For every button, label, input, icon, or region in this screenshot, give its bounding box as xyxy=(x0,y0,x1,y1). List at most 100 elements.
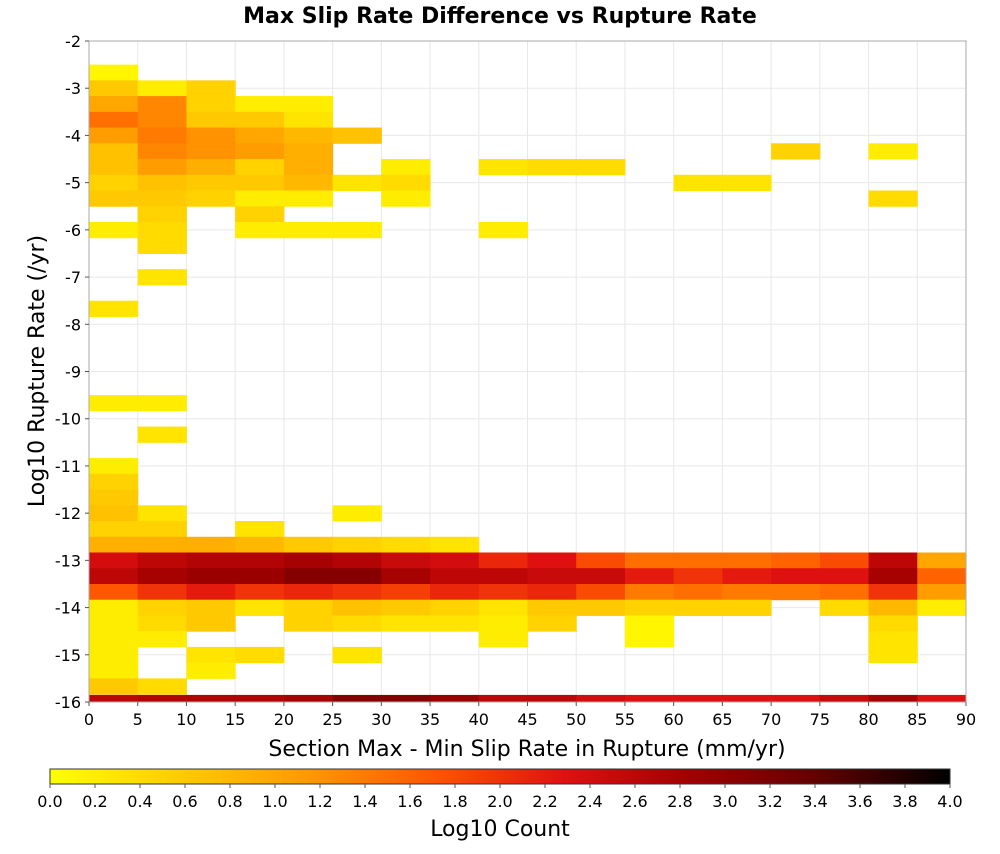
heatmap-cell xyxy=(137,395,187,412)
heatmap-cell xyxy=(673,552,723,569)
heatmap-cell xyxy=(819,599,870,616)
heatmap-cell-band xyxy=(283,694,334,702)
y-tick-label: -9 xyxy=(65,363,81,382)
heatmap-cell xyxy=(332,583,382,601)
heatmap-cell xyxy=(381,159,431,176)
colorbar-tick-label: 3.2 xyxy=(757,792,782,811)
heatmap-cell xyxy=(332,615,382,632)
heatmap-cell xyxy=(137,552,187,569)
heatmap-cell xyxy=(137,80,187,97)
colorbar xyxy=(49,768,951,785)
heatmap-cell xyxy=(186,190,236,207)
x-axis-label: Section Max - Min Slip Rate in Rupture (… xyxy=(268,737,785,762)
heatmap-cell xyxy=(235,599,285,616)
heatmap-cell xyxy=(186,96,236,113)
y-tick-label: -3 xyxy=(65,79,81,98)
heatmap-cell xyxy=(430,536,480,554)
heatmap-cell xyxy=(332,646,382,664)
chart-title: Max Slip Rate Difference vs Rupture Rate xyxy=(243,4,757,29)
heatmap-cell xyxy=(283,96,334,113)
colorbar-tick-label: 4.0 xyxy=(937,792,962,811)
heatmap-cell xyxy=(478,599,528,616)
heatmap-cell xyxy=(89,174,139,192)
heatmap-cell xyxy=(137,521,187,538)
x-tick-label: 10 xyxy=(176,710,196,729)
colorbar-tick-label: 0.8 xyxy=(217,792,242,811)
y-tick-label: -4 xyxy=(65,126,81,145)
heatmap-cell xyxy=(868,568,918,585)
x-tick-label: 45 xyxy=(517,710,537,729)
x-tick-label: 65 xyxy=(712,710,732,729)
heatmap-cell xyxy=(235,206,285,223)
heatmap-cell xyxy=(186,583,236,601)
heatmap-cell xyxy=(478,221,528,239)
x-tick-label: 90 xyxy=(956,710,976,729)
heatmap-cell xyxy=(137,237,187,254)
heatmap-cell xyxy=(186,111,236,129)
heatmap-cell xyxy=(89,615,139,632)
heatmap-cell xyxy=(186,159,236,176)
heatmap-cell xyxy=(624,583,675,601)
heatmap-cell xyxy=(430,568,480,585)
heatmap-cell xyxy=(430,615,480,632)
heatmap-cell xyxy=(89,96,139,113)
heatmap-cell xyxy=(186,127,236,144)
heatmap-cell xyxy=(137,599,187,616)
heatmap-cell xyxy=(771,552,821,569)
heatmap-cell xyxy=(186,646,236,664)
heatmap-cell xyxy=(137,159,187,176)
heatmap-cell xyxy=(283,599,334,616)
heatmap-cell xyxy=(235,127,285,144)
colorbar-tick-label: 0.2 xyxy=(82,792,107,811)
y-tick-label: -14 xyxy=(55,599,81,618)
colorbar-tick-label: 2.6 xyxy=(622,792,647,811)
heatmap-cell xyxy=(235,552,285,569)
x-tick-label: 85 xyxy=(907,710,927,729)
heatmap-cell xyxy=(576,599,626,616)
heatmap-cell xyxy=(527,599,577,616)
heatmap-cell xyxy=(137,111,187,129)
colorbar-tick-label: 0.4 xyxy=(127,792,152,811)
heatmap-cell xyxy=(89,521,139,538)
heatmap-cell xyxy=(381,599,431,616)
heatmap-cell xyxy=(722,552,772,569)
heatmap-cell-band xyxy=(430,694,480,702)
heatmap-cell xyxy=(527,615,577,632)
heatmap-cell xyxy=(819,568,870,585)
heatmap-cell xyxy=(235,568,285,585)
heatmap-cell xyxy=(283,174,334,192)
heatmap-cell xyxy=(137,206,187,223)
heatmap-cell xyxy=(332,174,382,192)
heatmap-cell xyxy=(868,615,918,632)
colorbar-tick-label: 3.8 xyxy=(892,792,917,811)
heatmap-cell xyxy=(478,552,528,569)
heatmap-cell xyxy=(137,568,187,585)
heatmap-cell xyxy=(89,662,139,679)
heatmap-cell xyxy=(89,552,139,569)
heatmap-cell-band xyxy=(478,694,528,702)
heatmap-cell xyxy=(89,143,139,160)
x-tick-label: 75 xyxy=(810,710,830,729)
heatmap-cell xyxy=(137,615,187,632)
heatmap-cell xyxy=(430,599,480,616)
heatmap-cell-band xyxy=(235,694,285,702)
heatmap-cell xyxy=(235,583,285,601)
heatmap-cell xyxy=(137,190,187,207)
heatmap-cell xyxy=(137,583,187,601)
heatmap-cell xyxy=(722,174,772,192)
colorbar-label: Log10 Count xyxy=(430,817,570,842)
heatmap-cell xyxy=(283,127,334,144)
heatmap-cell xyxy=(381,568,431,585)
heatmap-cell xyxy=(283,615,334,632)
heatmap-cell xyxy=(332,552,382,569)
heatmap-cell xyxy=(89,300,139,317)
heatmap-cell xyxy=(527,159,577,176)
heatmap-cell xyxy=(89,159,139,176)
heatmap-cell xyxy=(186,662,236,679)
heatmap-cell-band xyxy=(722,694,772,702)
heatmap-cell xyxy=(673,568,723,585)
heatmap-cell-band xyxy=(673,694,723,702)
heatmap-cell xyxy=(283,221,334,239)
heatmap-cell xyxy=(673,583,723,601)
heatmap-cell xyxy=(527,583,577,601)
